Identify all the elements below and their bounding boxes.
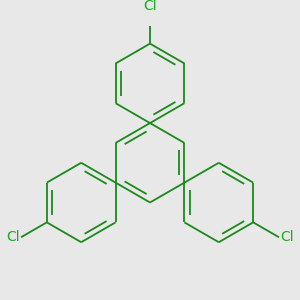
Text: Cl: Cl	[143, 0, 157, 13]
Text: Cl: Cl	[6, 230, 20, 244]
Text: Cl: Cl	[280, 230, 294, 244]
